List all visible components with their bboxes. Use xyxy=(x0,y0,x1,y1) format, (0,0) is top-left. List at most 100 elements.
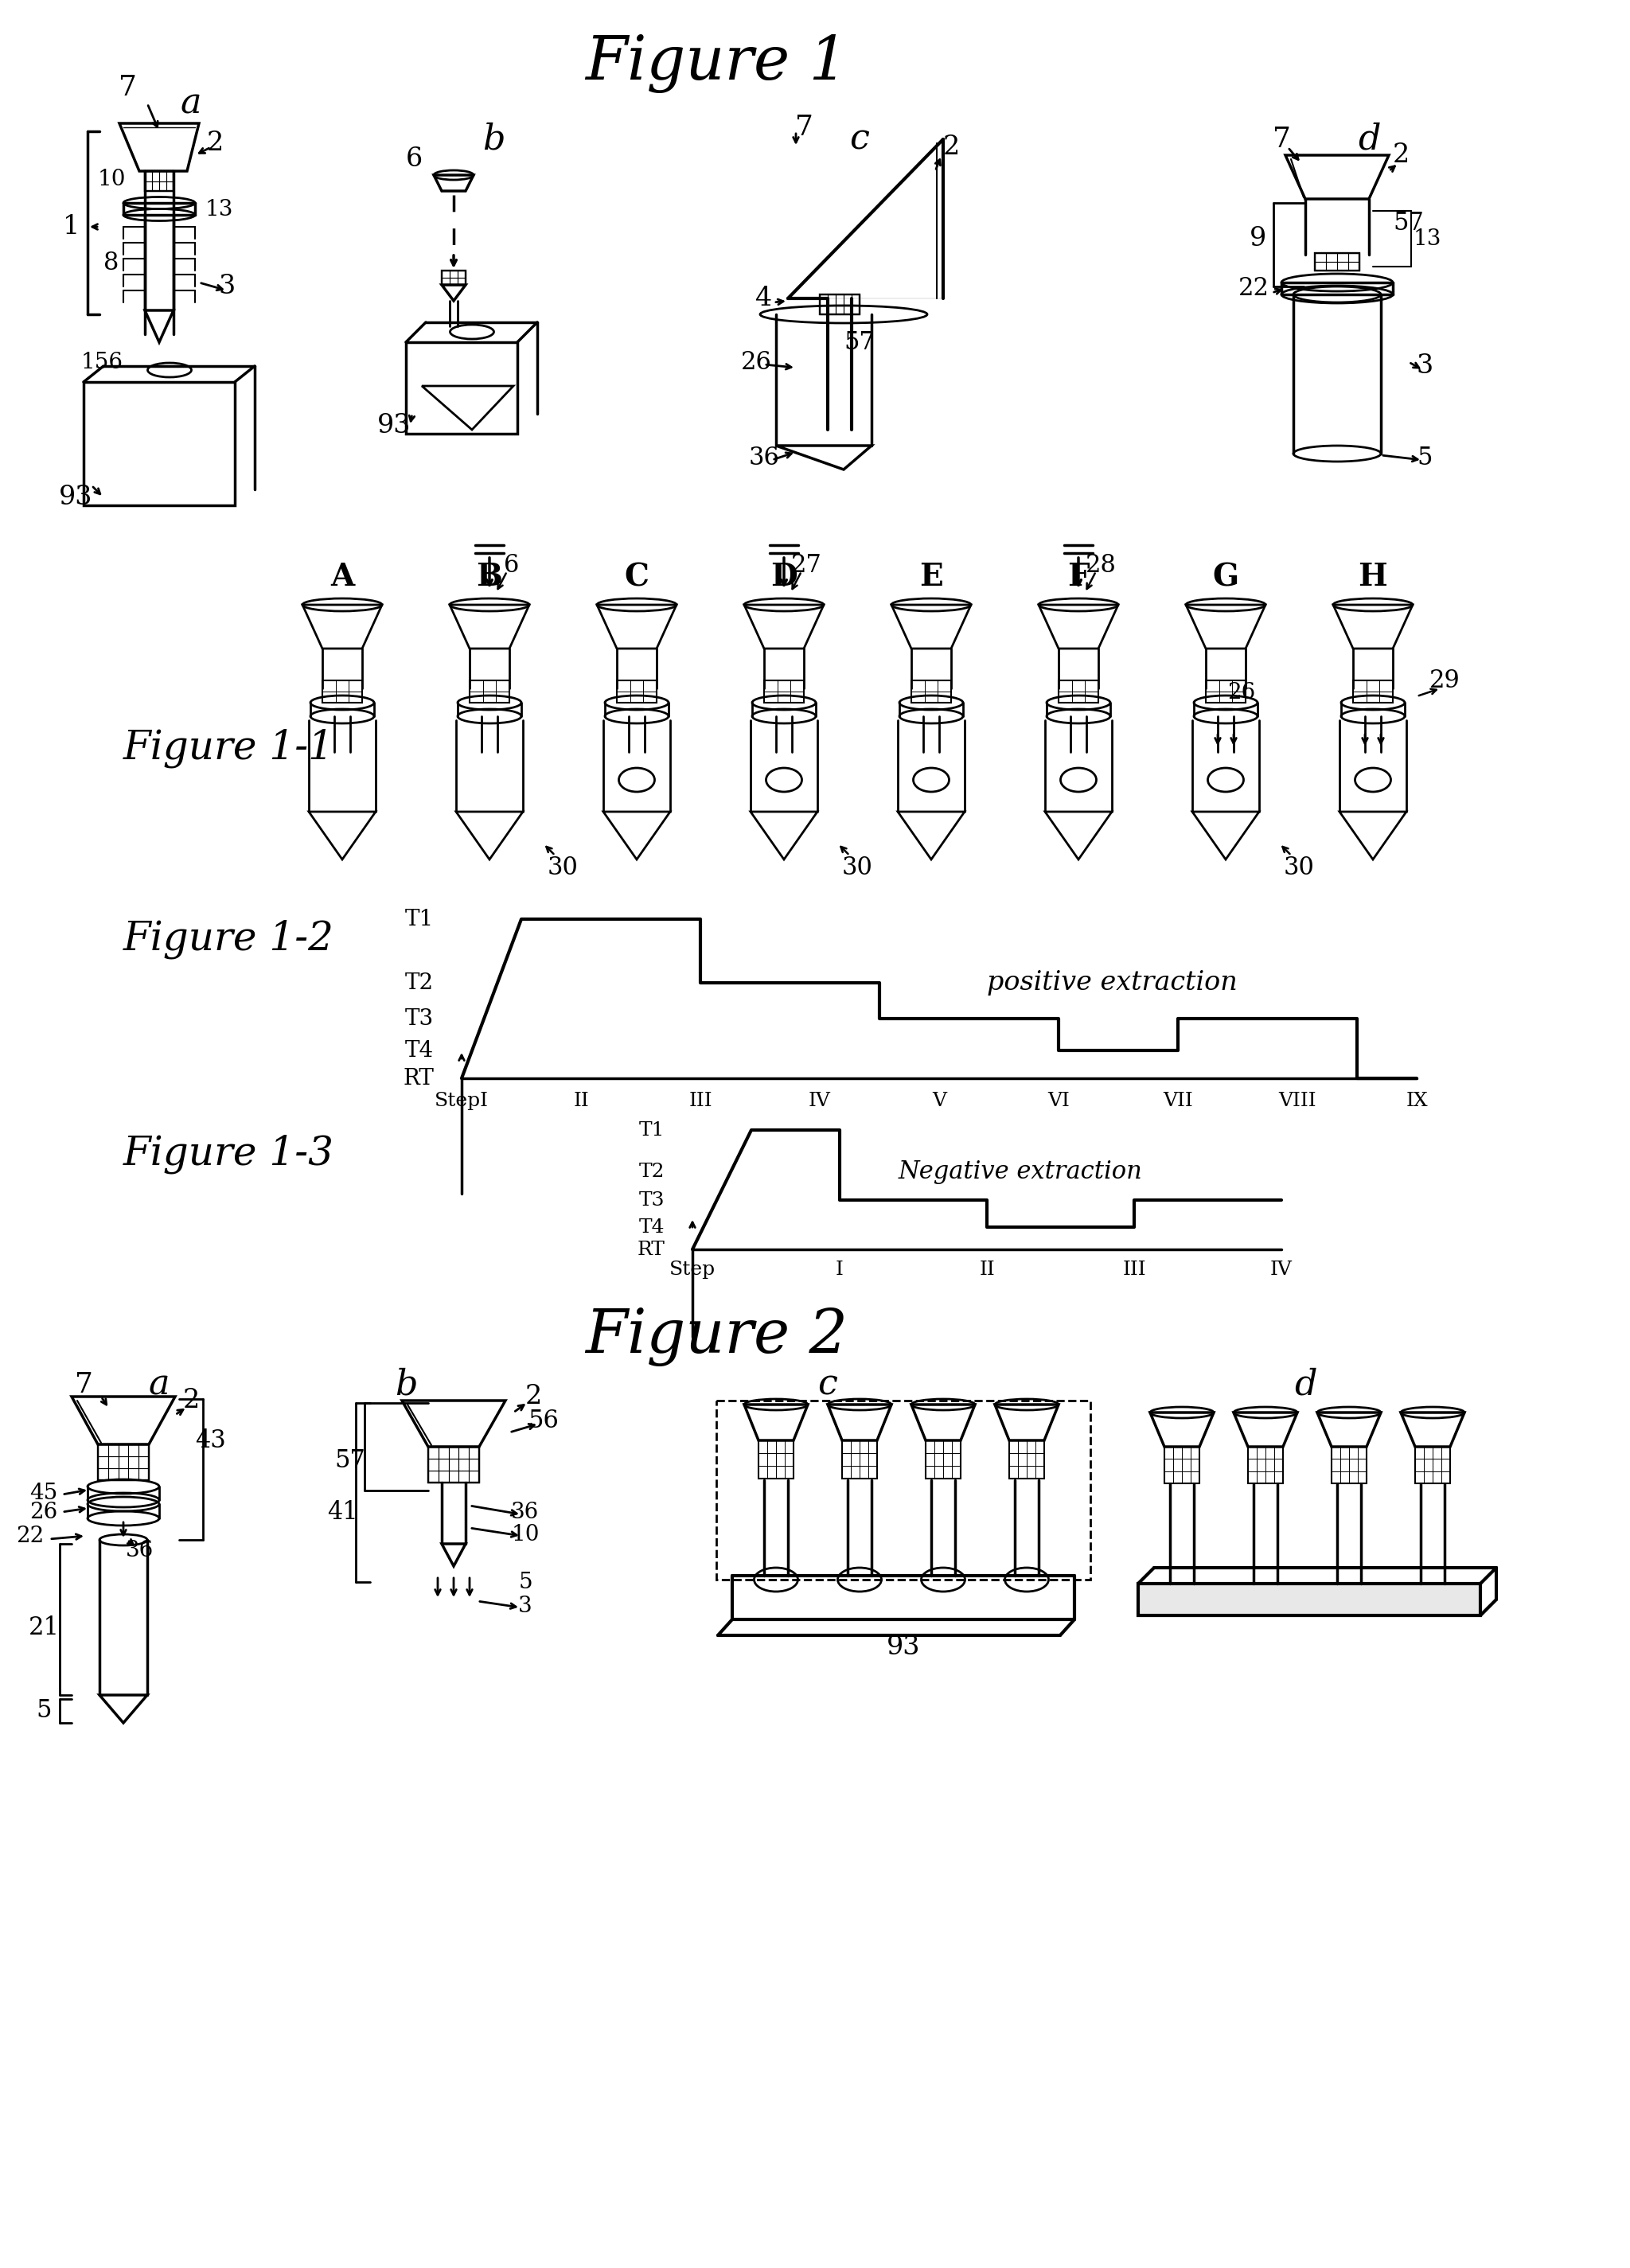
Text: 5: 5 xyxy=(1416,445,1433,469)
Text: 28: 28 xyxy=(1086,553,1117,578)
Text: 10: 10 xyxy=(98,168,126,191)
Text: 8: 8 xyxy=(104,249,119,274)
Polygon shape xyxy=(892,606,971,649)
Text: 93: 93 xyxy=(377,413,411,438)
Text: Negative extraction: Negative extraction xyxy=(898,1159,1143,1184)
Text: 7: 7 xyxy=(75,1372,93,1397)
Text: d: d xyxy=(1358,122,1381,156)
Text: 2: 2 xyxy=(942,134,960,161)
Text: 21: 21 xyxy=(28,1615,59,1640)
Text: VI: VI xyxy=(1048,1091,1069,1109)
Text: 10: 10 xyxy=(512,1524,540,1545)
Text: positive extraction: positive extraction xyxy=(986,971,1237,996)
Text: 43: 43 xyxy=(196,1429,227,1454)
Text: T4: T4 xyxy=(639,1218,665,1236)
Text: d: d xyxy=(1294,1368,1317,1402)
Text: 30: 30 xyxy=(843,855,874,880)
Polygon shape xyxy=(597,606,676,649)
Text: D: D xyxy=(771,562,797,592)
Text: 6: 6 xyxy=(406,147,422,172)
Text: T3: T3 xyxy=(639,1191,665,1209)
Polygon shape xyxy=(787,138,944,299)
Text: b: b xyxy=(394,1368,417,1402)
Text: IV: IV xyxy=(808,1091,831,1109)
Polygon shape xyxy=(1400,1413,1464,1447)
Polygon shape xyxy=(745,1404,808,1440)
Text: H: H xyxy=(1358,562,1387,592)
Polygon shape xyxy=(1187,606,1265,649)
Text: 56: 56 xyxy=(528,1408,559,1433)
Text: T2: T2 xyxy=(639,1161,665,1182)
Text: 26: 26 xyxy=(1227,683,1255,703)
Text: 41: 41 xyxy=(328,1499,357,1524)
Text: V: V xyxy=(932,1091,947,1109)
Text: Figure 1-2: Figure 1-2 xyxy=(124,919,334,959)
Polygon shape xyxy=(994,1404,1058,1440)
Text: Figure 1-1: Figure 1-1 xyxy=(124,728,334,769)
Text: 13: 13 xyxy=(1413,229,1441,249)
Text: StepI: StepI xyxy=(435,1091,489,1109)
Polygon shape xyxy=(403,1402,505,1447)
Text: 7: 7 xyxy=(795,113,813,141)
Polygon shape xyxy=(911,1404,975,1440)
Polygon shape xyxy=(1333,606,1413,649)
Text: 22: 22 xyxy=(16,1524,44,1547)
Text: 57: 57 xyxy=(844,329,875,354)
Text: 57: 57 xyxy=(334,1447,365,1472)
Text: c: c xyxy=(818,1368,838,1402)
Text: 1: 1 xyxy=(64,213,80,240)
Text: a: a xyxy=(181,86,202,120)
Text: 26: 26 xyxy=(740,349,771,374)
Text: A: A xyxy=(331,562,354,592)
Text: IV: IV xyxy=(1270,1261,1293,1279)
Text: C: C xyxy=(624,562,649,592)
Text: RT: RT xyxy=(403,1068,434,1089)
Text: 93: 93 xyxy=(887,1635,921,1660)
Text: 3: 3 xyxy=(1416,354,1433,379)
Polygon shape xyxy=(450,606,530,649)
FancyBboxPatch shape xyxy=(1138,1583,1480,1615)
Text: 5: 5 xyxy=(518,1572,533,1592)
Text: c: c xyxy=(849,122,869,156)
Polygon shape xyxy=(828,1404,892,1440)
Text: 22: 22 xyxy=(1239,277,1270,299)
Text: 30: 30 xyxy=(1284,855,1315,880)
Text: 2: 2 xyxy=(207,132,223,156)
Text: 27: 27 xyxy=(791,553,822,578)
Polygon shape xyxy=(72,1397,174,1445)
Text: 6: 6 xyxy=(504,553,520,578)
Polygon shape xyxy=(1234,1413,1297,1447)
Text: E: E xyxy=(919,562,944,592)
Text: F: F xyxy=(1068,562,1089,592)
Text: RT: RT xyxy=(637,1241,665,1259)
Text: Figure 2: Figure 2 xyxy=(585,1306,848,1365)
Text: 4: 4 xyxy=(756,286,773,311)
Polygon shape xyxy=(303,606,381,649)
Text: II: II xyxy=(574,1091,588,1109)
Text: 57: 57 xyxy=(1394,211,1425,236)
Polygon shape xyxy=(119,122,199,170)
Text: 45: 45 xyxy=(29,1483,57,1504)
Text: G: G xyxy=(1213,562,1239,592)
Text: T1: T1 xyxy=(404,909,434,930)
Text: 29: 29 xyxy=(1430,669,1460,692)
Text: 13: 13 xyxy=(205,200,233,220)
Text: T2: T2 xyxy=(404,973,434,993)
Text: a: a xyxy=(148,1368,170,1402)
Polygon shape xyxy=(1286,154,1389,200)
Text: IX: IX xyxy=(1405,1091,1428,1109)
Text: b: b xyxy=(482,122,505,156)
Text: 156: 156 xyxy=(82,352,122,372)
Polygon shape xyxy=(434,175,474,191)
Text: 93: 93 xyxy=(59,485,93,510)
Text: 36: 36 xyxy=(748,445,779,469)
Text: 9: 9 xyxy=(1249,227,1267,252)
Text: 2: 2 xyxy=(183,1388,199,1413)
Text: 5: 5 xyxy=(36,1699,52,1724)
Text: I: I xyxy=(836,1261,844,1279)
Text: 26: 26 xyxy=(29,1501,57,1522)
Text: B: B xyxy=(476,562,502,592)
Text: 2: 2 xyxy=(1392,143,1410,168)
Text: T3: T3 xyxy=(404,1007,434,1030)
Text: T4: T4 xyxy=(404,1039,434,1061)
